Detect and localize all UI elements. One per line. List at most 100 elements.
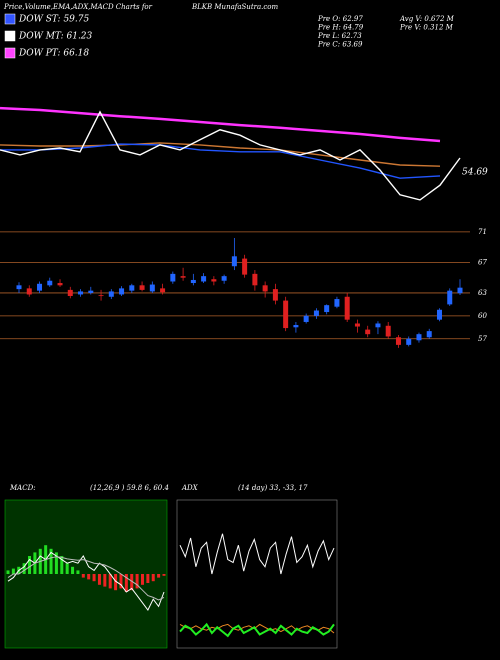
- series-line: [0, 143, 441, 179]
- histogram-bar: [108, 574, 112, 589]
- adx-title: ADX: [181, 484, 199, 492]
- candle-body: [67, 289, 73, 297]
- candle-body: [344, 296, 350, 320]
- histogram-bar: [135, 574, 139, 589]
- candle-body: [139, 285, 145, 290]
- candle-body: [211, 279, 217, 282]
- candle-body: [436, 309, 442, 320]
- macd-title: MACD:: [9, 484, 36, 492]
- series-line: [0, 106, 441, 143]
- candle-body: [252, 273, 258, 286]
- candle-body: [119, 288, 125, 295]
- series-line: [7, 551, 165, 611]
- series-line: [7, 556, 165, 601]
- price-info: Pre C: 63.69: [317, 41, 363, 49]
- histogram-bar: [146, 574, 150, 583]
- candle-body: [47, 280, 53, 286]
- candle-body: [78, 291, 84, 295]
- histogram-bar: [87, 574, 91, 580]
- candle-body: [426, 331, 432, 338]
- candle-body: [313, 310, 319, 316]
- price-info: Avg V: 0.672 M: [399, 15, 455, 23]
- candle-body: [262, 285, 268, 292]
- histogram-bar: [157, 574, 161, 578]
- y-tick-label: 57: [478, 335, 487, 343]
- series-line: [179, 623, 335, 634]
- candle-body: [88, 290, 94, 293]
- candle-body: [170, 273, 176, 282]
- series-line: [0, 110, 461, 201]
- candle-body: [334, 299, 340, 307]
- candle-body: [324, 305, 330, 313]
- candle-body: [201, 276, 207, 282]
- histogram-bar: [124, 574, 128, 592]
- histogram-bar: [76, 570, 80, 574]
- histogram-bar: [71, 566, 75, 574]
- histogram-bar: [92, 574, 96, 582]
- adx-panel: [176, 499, 338, 649]
- y-tick-label: 63: [478, 289, 487, 297]
- candle-body: [447, 290, 453, 305]
- histogram-bar: [11, 568, 15, 574]
- candle-body: [416, 334, 422, 341]
- candle-body: [242, 258, 248, 275]
- histogram-bar: [114, 574, 118, 591]
- macd-params: (12,26,9 ) 59.8 6, 60.4: [90, 484, 169, 492]
- series-line: [179, 533, 335, 575]
- histogram-bar: [103, 574, 107, 587]
- legend-label: DOW MT: 61.23: [18, 32, 93, 42]
- candle-body: [37, 283, 43, 291]
- candle-body: [395, 337, 401, 345]
- candle-body: [293, 325, 299, 328]
- macd-panel: [4, 499, 168, 649]
- candle-body: [108, 291, 114, 297]
- candle-body: [26, 288, 32, 295]
- candle-body: [303, 315, 309, 322]
- histogram-bar: [140, 574, 144, 585]
- candle-body: [98, 295, 104, 297]
- legend-swatch: [4, 30, 16, 42]
- histogram-bar: [65, 563, 69, 574]
- candle-body: [129, 285, 135, 291]
- candle-body: [16, 285, 22, 290]
- candle-body: [149, 284, 155, 292]
- histogram-bar: [162, 574, 166, 576]
- y-tick-label: 67: [478, 258, 487, 266]
- candle-body: [160, 288, 166, 293]
- histogram-bar: [81, 574, 85, 578]
- candle-body: [221, 276, 227, 281]
- y-tick-label: 60: [478, 312, 487, 320]
- page-title: Price,Volume,EMA,ADX,MACD Charts for: [3, 3, 153, 11]
- histogram-bar: [60, 556, 64, 574]
- series-line: [179, 622, 335, 638]
- adx-params: (14 day) 33, -33, 17: [238, 484, 308, 492]
- candle-body: [190, 279, 196, 284]
- candle-body: [283, 300, 289, 329]
- candle-body: [385, 325, 391, 337]
- candle-body: [457, 287, 463, 294]
- candle-body: [272, 289, 278, 301]
- price-info: Pre V: 0.312 M: [399, 24, 454, 32]
- legend-swatch: [4, 13, 16, 25]
- histogram-bar: [22, 563, 26, 574]
- candle-body: [354, 323, 360, 327]
- site-name: BLKB MunafaSutra.com: [191, 3, 279, 11]
- candle-body: [375, 323, 381, 328]
- y-tick-label: 71: [478, 228, 487, 236]
- price-annotation: 54.69: [462, 168, 488, 178]
- candle-body: [57, 283, 63, 286]
- histogram-bar: [119, 574, 123, 589]
- histogram-bar: [130, 574, 134, 591]
- price-info: Pre O: 62.97: [317, 15, 363, 23]
- legend-label: DOW PT: 66.18: [18, 49, 89, 59]
- legend-swatch: [4, 47, 16, 59]
- histogram-bar: [28, 556, 32, 574]
- price-info: Pre L: 62.73: [317, 32, 362, 40]
- candle-body: [180, 276, 186, 278]
- histogram-bar: [151, 574, 155, 582]
- histogram-bar: [49, 548, 53, 574]
- candle-body: [365, 329, 371, 335]
- price-info: Pre H: 64.79: [317, 24, 364, 32]
- legend-label: DOW ST: 59.75: [18, 15, 89, 25]
